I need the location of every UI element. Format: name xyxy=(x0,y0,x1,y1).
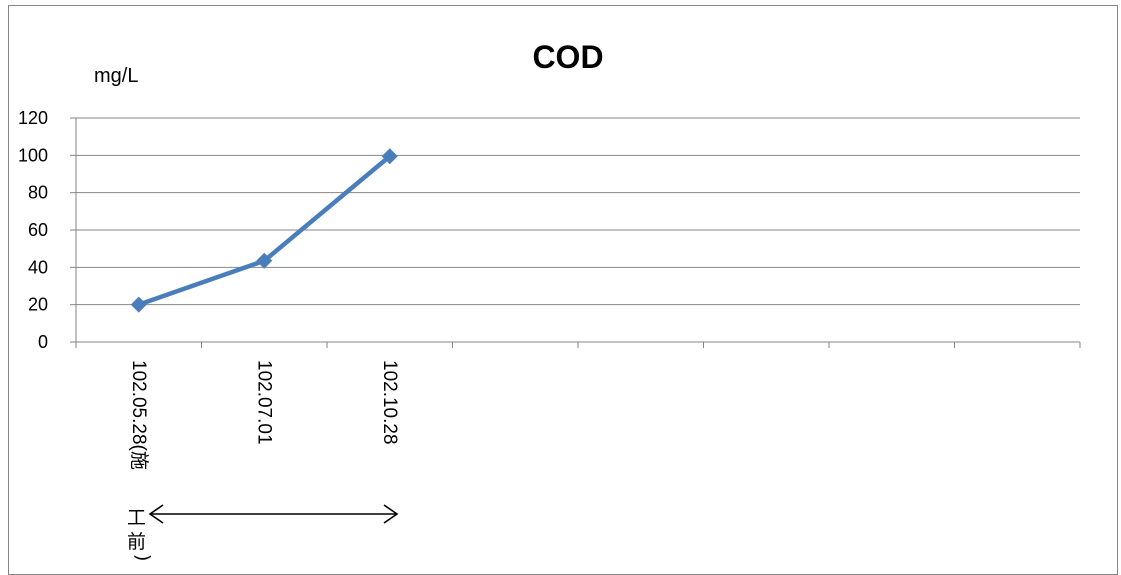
x-tick-label-1: 102.07.01 xyxy=(253,360,274,445)
x-tick-labels: 102.05.28(施 102.07.01 102.10.28 xyxy=(128,360,400,470)
y-axis-unit-label: mg/L xyxy=(94,65,138,87)
y-tick-label-100: 100 xyxy=(18,145,48,165)
chart-frame xyxy=(8,5,1118,575)
y-tick-label-20: 20 xyxy=(28,295,48,315)
gridlines xyxy=(76,117,1080,306)
period-annotation: 工 前 ) xyxy=(127,504,399,561)
y-tick-label-40: 40 xyxy=(28,257,48,277)
double-arrow-icon xyxy=(148,504,399,524)
y-tick-label-60: 60 xyxy=(28,220,48,240)
x-tick-label-0: 102.05.28(施 xyxy=(128,360,150,470)
annotation-char-1: 工 xyxy=(127,507,146,529)
data-point-0 xyxy=(130,296,147,313)
y-tick-label-120: 120 xyxy=(18,108,48,128)
axes xyxy=(70,117,1081,348)
chart-title: COD xyxy=(532,39,603,75)
y-tick-labels: 0 20 40 60 80 100 120 xyxy=(18,108,48,352)
x-tick-label-2: 102.10.28 xyxy=(379,360,400,445)
y-tick-label-0: 0 xyxy=(38,332,48,352)
data-point-1 xyxy=(256,252,273,269)
annotation-char-2: 前 xyxy=(127,531,146,553)
series-cod xyxy=(130,148,398,313)
data-point-2 xyxy=(381,148,398,165)
y-tick-label-80: 80 xyxy=(28,183,48,203)
annotation-end: ) xyxy=(132,554,154,561)
